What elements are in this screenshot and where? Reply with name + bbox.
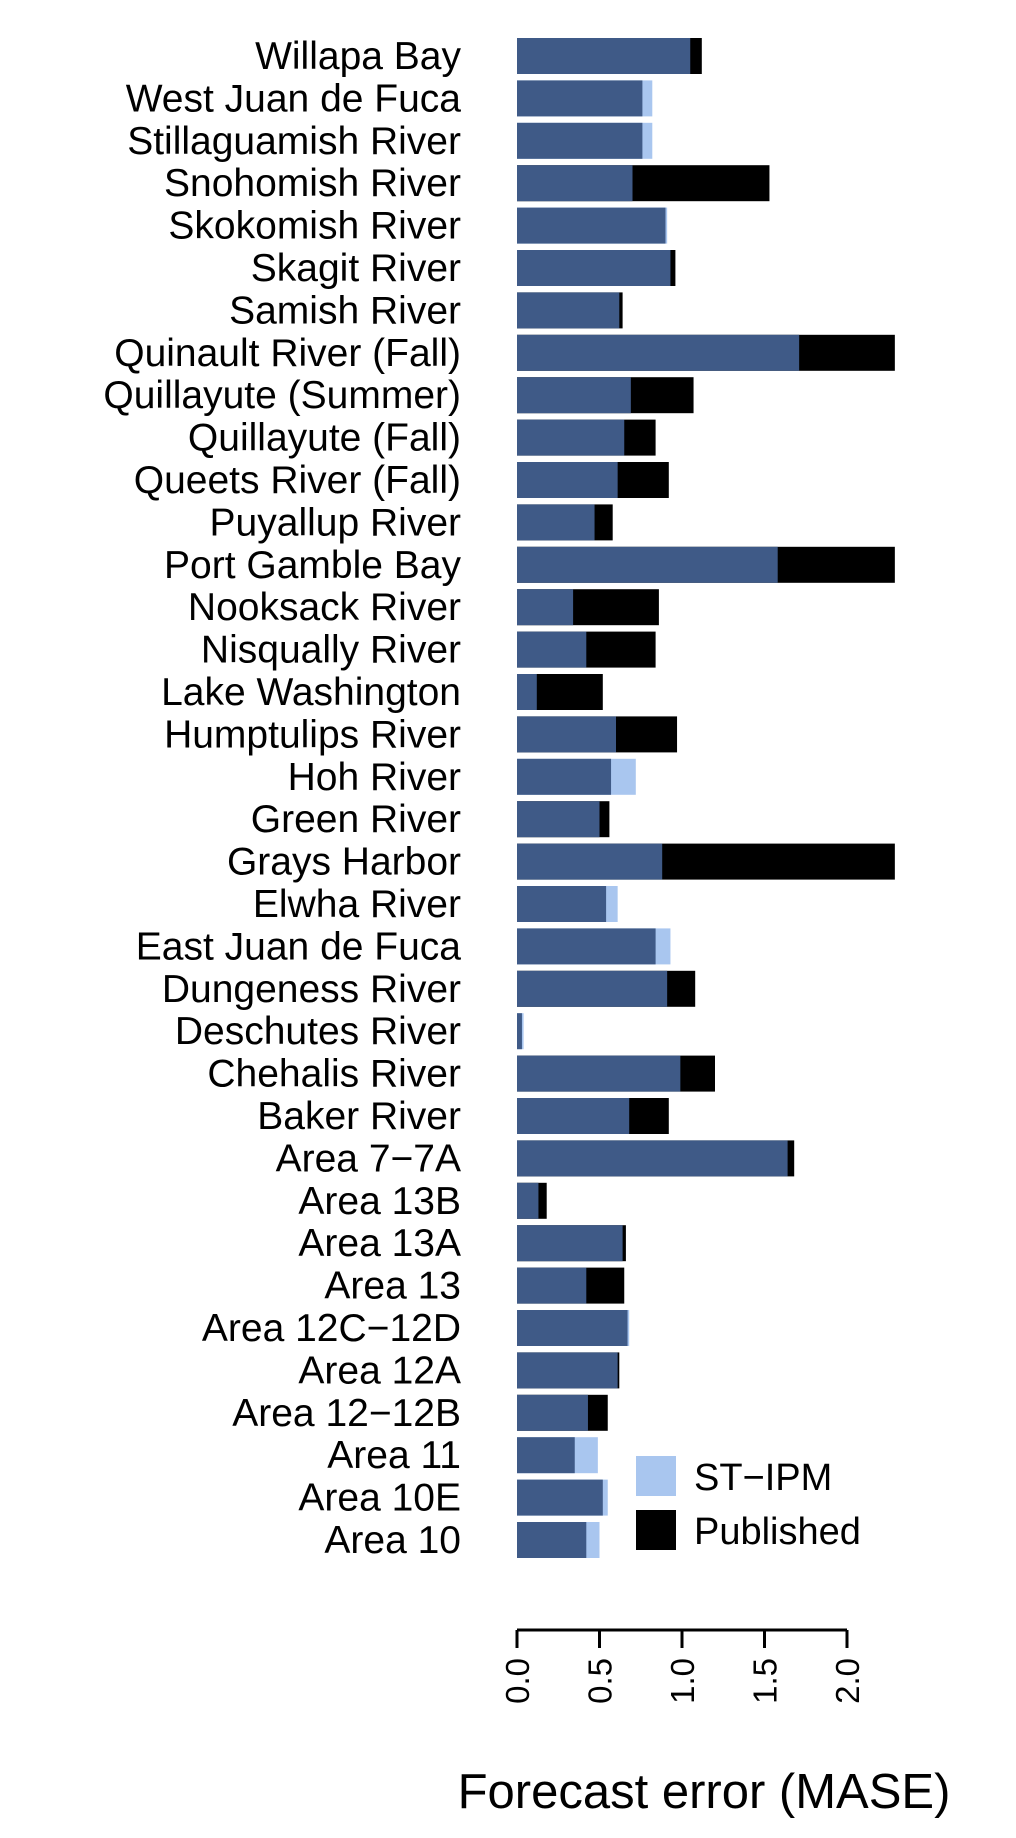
category-label: Elwha River — [253, 883, 461, 926]
bar-overlap — [517, 80, 643, 117]
x-tick-label: 0.0 — [499, 1658, 536, 1704]
category-label: Chehalis River — [207, 1053, 461, 1096]
bar-overlap — [517, 1098, 630, 1134]
bar-overlap — [517, 1394, 588, 1431]
category-label: Puyallup River — [210, 501, 461, 544]
bar-overlap — [517, 928, 656, 965]
category-label: Dungeness River — [162, 968, 461, 1011]
category-label: Area 12A — [298, 1349, 461, 1392]
category-label: Skokomish River — [168, 205, 461, 248]
x-tick-label: 0.5 — [582, 1658, 619, 1704]
category-label: Hoh River — [288, 756, 461, 799]
legend-label-published: Published — [694, 1511, 861, 1553]
x-tick-label: 2.0 — [829, 1658, 866, 1704]
category-label: Quillayute (Fall) — [188, 417, 461, 460]
bar-overlap — [517, 1479, 603, 1516]
bar-overlap — [517, 758, 612, 795]
bar-overlap — [517, 1352, 618, 1389]
category-label: West Juan de Fuca — [126, 77, 462, 120]
category-label: Area 10E — [298, 1477, 461, 1520]
x-axis-title: Forecast error (MASE) — [458, 1765, 951, 1819]
bar-overlap — [517, 801, 600, 838]
bar-overlap — [517, 1437, 575, 1474]
category-label: Area 13A — [298, 1222, 461, 1265]
category-label: Skagit River — [251, 247, 461, 290]
category-label: East Juan de Fuca — [136, 925, 462, 968]
bar-overlap — [517, 716, 616, 753]
x-tick-label: 1.5 — [747, 1658, 784, 1704]
category-label: Area 12−12B — [232, 1392, 461, 1435]
legend-swatch-published — [636, 1510, 676, 1550]
category-label: Deschutes River — [175, 1010, 461, 1053]
bar-overlap — [517, 122, 643, 159]
bar-overlap — [517, 970, 668, 1007]
bar-overlap — [517, 1140, 788, 1177]
category-label: Lake Washington — [161, 671, 461, 714]
bar-overlap — [517, 334, 800, 371]
category-label: Area 11 — [327, 1434, 461, 1477]
bar-overlap — [517, 1522, 587, 1558]
bar-overlap — [517, 250, 671, 286]
bar-overlap — [517, 546, 778, 583]
category-label: Area 7−7A — [276, 1137, 461, 1180]
category-label: Baker River — [257, 1095, 461, 1138]
bar-overlap — [517, 165, 633, 202]
category-label: Quillayute (Summer) — [103, 374, 461, 417]
bar-overlap — [517, 462, 618, 498]
legend: ST−IPM Published — [636, 1456, 861, 1553]
bar-overlap — [517, 1013, 522, 1050]
legend-swatch-st-ipm — [636, 1456, 676, 1496]
bar-overlap — [517, 674, 537, 710]
category-label: Snohomish River — [164, 162, 461, 205]
bar-overlap — [517, 886, 607, 922]
bar-overlap — [517, 38, 691, 74]
category-label: Stillaguamish River — [127, 120, 461, 163]
bar-overlap — [517, 377, 631, 414]
bar-overlap — [517, 1182, 539, 1219]
bar-overlap — [517, 843, 663, 880]
category-label: Green River — [251, 798, 461, 841]
bar-overlap — [517, 589, 574, 626]
category-label: Willapa Bay — [255, 35, 461, 78]
legend-label-st-ipm: ST−IPM — [694, 1457, 832, 1499]
category-label: Area 10 — [324, 1519, 461, 1562]
category-label: Nisqually River — [201, 629, 461, 672]
category-label: Nooksack River — [188, 586, 461, 629]
category-label: Queets River (Fall) — [134, 459, 461, 502]
bar-overlap — [517, 1055, 681, 1092]
bar-overlap — [517, 207, 666, 244]
bar-overlap — [517, 631, 587, 668]
bar-overlap — [517, 419, 625, 456]
category-label: Humptulips River — [164, 713, 461, 756]
bar-overlap — [517, 292, 620, 329]
category-label: Area 13 — [324, 1265, 461, 1308]
category-label: Grays Harbor — [227, 841, 461, 884]
bars — [517, 38, 895, 1558]
x-tick-label: 1.0 — [664, 1658, 701, 1704]
category-label: Samish River — [229, 289, 461, 332]
bar-overlap — [517, 1310, 628, 1346]
category-label: Area 12C−12D — [202, 1307, 461, 1350]
bar-overlap — [517, 1267, 587, 1304]
category-label: Port Gamble Bay — [164, 544, 461, 587]
category-label: Quinault River (Fall) — [114, 332, 461, 375]
x-axis: 0.0 0.5 1.0 1.5 2.0 — [499, 1628, 866, 1704]
bar-overlap — [517, 504, 595, 541]
category-label: Area 13B — [298, 1180, 461, 1223]
bar-overlap — [517, 1225, 623, 1262]
